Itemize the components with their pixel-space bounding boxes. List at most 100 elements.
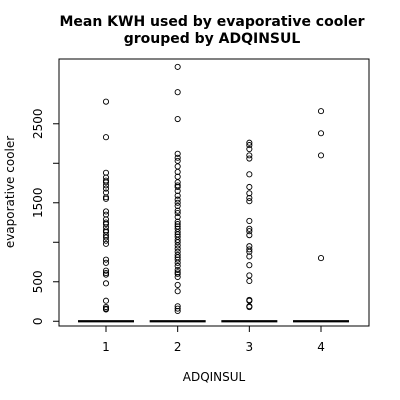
outlier-point: [102, 271, 110, 278]
outlier-point: [174, 242, 181, 249]
outlier-point: [246, 277, 253, 285]
x-tick-label: 1: [102, 340, 110, 354]
outlier-point: [174, 221, 181, 228]
outlier-point: [174, 157, 181, 164]
outlier-point: [174, 63, 181, 70]
outlier-point: [174, 288, 181, 295]
outlier-point: [174, 218, 181, 225]
outlier-point: [174, 183, 181, 191]
plot-marks: [78, 63, 350, 323]
outlier-point: [174, 256, 181, 263]
outlier-point: [246, 183, 253, 191]
outlier-point: [102, 221, 110, 228]
outlier-point: [174, 303, 181, 310]
outlier-point: [102, 195, 110, 202]
outlier-point: [174, 270, 181, 277]
outlier-point: [246, 246, 253, 253]
outlier-point: [317, 152, 325, 159]
outlier-point: [102, 280, 110, 287]
chart-title-line-2: grouped by ADQINSUL: [124, 31, 301, 47]
outlier-point: [174, 239, 181, 246]
outlier-point: [317, 255, 325, 262]
y-tick-label: 0: [31, 317, 45, 325]
outlier-point: [246, 139, 253, 146]
outlier-point: [174, 207, 181, 214]
outlier-point: [246, 171, 253, 178]
y-axis: 0 500 1500 2500: [31, 109, 60, 325]
outlier-point: [174, 307, 181, 315]
outlier-point: [102, 182, 110, 189]
outlier-point: [174, 150, 181, 157]
x-tick-label: 3: [246, 340, 254, 354]
outlier-point: [317, 130, 325, 137]
outlier-point: [102, 211, 110, 218]
outlier-point: [102, 306, 110, 313]
outlier-point: [174, 251, 181, 258]
outlier-point: [246, 225, 253, 232]
outlier-point: [246, 194, 253, 202]
outlier-point: [246, 217, 253, 224]
outlier-point: [174, 163, 181, 170]
outlier-point: [102, 256, 110, 263]
outlier-point: [246, 272, 253, 279]
outlier-point: [246, 190, 253, 197]
y-tick-label: 1500: [31, 187, 45, 218]
x-tick-label: 2: [174, 340, 182, 354]
outlier-point: [102, 208, 110, 215]
outlier-point: [174, 266, 181, 273]
outlier-point: [102, 134, 110, 141]
outlier-point: [102, 98, 110, 105]
outlier-point: [246, 228, 253, 235]
outlier-point: [174, 259, 181, 266]
outlier-point: [246, 303, 253, 311]
outlier-point: [246, 253, 253, 260]
outlier-point: [102, 224, 110, 231]
outlier-point: [174, 89, 181, 96]
outlier-point: [174, 228, 181, 236]
outlier-point: [174, 154, 181, 161]
outlier-point: [174, 213, 181, 221]
outlier-point: [174, 199, 181, 206]
outlier-point: [174, 168, 181, 176]
outlier-point: [102, 189, 110, 196]
y-tick-label: 500: [31, 270, 45, 293]
outlier-point: [102, 169, 110, 176]
outlier-point: [102, 267, 110, 274]
outlier-point: [102, 216, 110, 223]
outlier-point: [246, 146, 253, 153]
outlier-point: [102, 174, 110, 181]
outlier-point: [102, 234, 110, 241]
outlier-point: [174, 245, 181, 252]
outlier-point: [174, 192, 181, 199]
outlier-point: [174, 209, 181, 217]
outlier-point: [246, 232, 253, 239]
outlier-point: [174, 115, 181, 123]
outlier-point: [246, 142, 253, 149]
outlier-point: [174, 262, 181, 270]
outlier-point: [174, 196, 181, 203]
outlier-point: [102, 297, 110, 304]
x-tick-label: 4: [317, 340, 325, 354]
outlier-point: [174, 179, 181, 186]
outlier-point: [102, 240, 110, 247]
outlier-point: [174, 202, 181, 209]
outlier-point: [246, 155, 253, 162]
outlier-point: [102, 237, 110, 244]
outlier-point: [246, 198, 253, 205]
outlier-point: [174, 187, 181, 194]
y-tick-label: 2500: [31, 109, 45, 140]
outlier-point: [246, 262, 253, 269]
outlier-point: [102, 179, 110, 186]
outlier-point: [246, 152, 253, 159]
y-axis-label: evaporative cooler: [3, 136, 17, 248]
outlier-point: [174, 281, 181, 288]
x-axis-label: ADQINSUL: [183, 370, 246, 384]
chart-title-line-1: Mean KWH used by evaporative cooler: [59, 14, 364, 30]
outlier-point: [174, 305, 181, 312]
outlier-point: [102, 259, 110, 266]
outlier-point: [317, 108, 325, 115]
outlier-point: [102, 185, 110, 192]
outlier-point: [174, 273, 181, 281]
